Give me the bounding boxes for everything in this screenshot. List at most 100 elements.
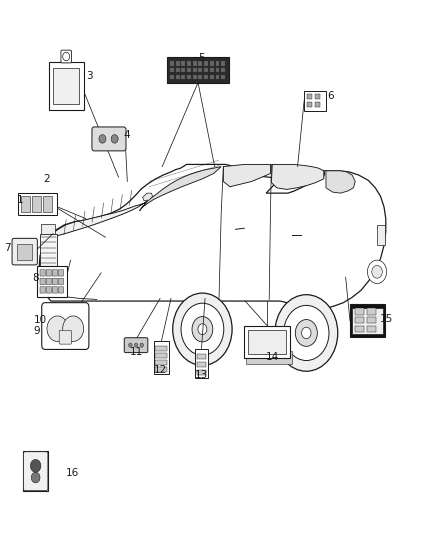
FancyBboxPatch shape (204, 68, 208, 72)
FancyBboxPatch shape (221, 68, 225, 72)
FancyBboxPatch shape (53, 68, 79, 104)
FancyBboxPatch shape (17, 244, 32, 260)
FancyBboxPatch shape (204, 61, 208, 66)
FancyBboxPatch shape (307, 94, 312, 99)
FancyBboxPatch shape (181, 68, 185, 72)
FancyBboxPatch shape (181, 75, 185, 79)
Polygon shape (326, 171, 355, 193)
Circle shape (181, 303, 224, 356)
FancyBboxPatch shape (246, 351, 292, 364)
FancyBboxPatch shape (187, 68, 191, 72)
FancyBboxPatch shape (40, 278, 45, 285)
Polygon shape (51, 200, 148, 237)
Circle shape (275, 295, 338, 371)
Circle shape (192, 317, 213, 342)
Polygon shape (272, 165, 324, 189)
FancyBboxPatch shape (244, 326, 290, 359)
FancyBboxPatch shape (176, 75, 180, 79)
FancyBboxPatch shape (58, 278, 64, 285)
Polygon shape (39, 165, 386, 309)
Text: 16: 16 (65, 468, 78, 478)
FancyBboxPatch shape (52, 287, 57, 293)
FancyBboxPatch shape (46, 278, 51, 285)
Text: 13: 13 (195, 370, 208, 381)
FancyBboxPatch shape (352, 309, 383, 334)
FancyBboxPatch shape (37, 266, 67, 297)
FancyBboxPatch shape (40, 233, 57, 272)
Circle shape (367, 260, 387, 284)
FancyBboxPatch shape (59, 330, 71, 344)
Text: 2: 2 (43, 174, 50, 184)
FancyBboxPatch shape (32, 196, 41, 212)
Text: 12: 12 (153, 365, 167, 375)
FancyBboxPatch shape (193, 75, 197, 79)
FancyBboxPatch shape (167, 57, 229, 83)
FancyBboxPatch shape (21, 196, 29, 212)
FancyBboxPatch shape (215, 75, 219, 79)
FancyBboxPatch shape (49, 62, 84, 110)
Polygon shape (143, 193, 152, 200)
FancyBboxPatch shape (155, 353, 167, 358)
FancyBboxPatch shape (367, 326, 376, 332)
Text: 1: 1 (17, 195, 24, 205)
FancyBboxPatch shape (367, 317, 376, 324)
FancyBboxPatch shape (176, 68, 180, 72)
FancyBboxPatch shape (61, 50, 71, 63)
FancyBboxPatch shape (58, 270, 64, 276)
Circle shape (63, 52, 70, 61)
Text: 7: 7 (4, 243, 11, 253)
FancyBboxPatch shape (42, 303, 89, 350)
FancyBboxPatch shape (198, 75, 202, 79)
Text: 5: 5 (198, 53, 205, 63)
FancyBboxPatch shape (23, 451, 48, 491)
FancyBboxPatch shape (350, 304, 385, 337)
FancyBboxPatch shape (40, 270, 45, 276)
FancyBboxPatch shape (197, 370, 206, 375)
Circle shape (372, 265, 382, 278)
FancyBboxPatch shape (46, 270, 51, 276)
FancyBboxPatch shape (170, 61, 174, 66)
FancyBboxPatch shape (187, 75, 191, 79)
FancyBboxPatch shape (198, 61, 202, 66)
FancyBboxPatch shape (124, 338, 148, 353)
FancyBboxPatch shape (23, 452, 48, 490)
FancyBboxPatch shape (315, 94, 320, 99)
FancyBboxPatch shape (170, 68, 174, 72)
FancyBboxPatch shape (170, 75, 174, 79)
Text: 6: 6 (327, 91, 334, 101)
FancyBboxPatch shape (46, 287, 51, 293)
Polygon shape (223, 165, 271, 187)
Text: 11: 11 (130, 346, 143, 357)
Circle shape (198, 324, 207, 335)
Circle shape (129, 343, 132, 348)
FancyBboxPatch shape (355, 317, 364, 324)
FancyBboxPatch shape (58, 287, 64, 293)
Circle shape (31, 472, 40, 483)
Polygon shape (140, 166, 221, 211)
FancyBboxPatch shape (204, 75, 208, 79)
FancyBboxPatch shape (304, 91, 326, 111)
FancyBboxPatch shape (181, 61, 185, 66)
FancyBboxPatch shape (12, 238, 37, 265)
FancyBboxPatch shape (210, 61, 214, 66)
FancyBboxPatch shape (43, 196, 52, 212)
FancyBboxPatch shape (154, 342, 169, 374)
Circle shape (140, 343, 144, 348)
Text: 4: 4 (124, 130, 131, 140)
FancyBboxPatch shape (52, 270, 57, 276)
Text: 14: 14 (266, 352, 279, 362)
Text: 9: 9 (33, 326, 40, 336)
FancyBboxPatch shape (176, 61, 180, 66)
Circle shape (284, 305, 329, 360)
FancyBboxPatch shape (197, 354, 206, 359)
FancyBboxPatch shape (155, 346, 167, 351)
FancyBboxPatch shape (155, 367, 167, 372)
FancyBboxPatch shape (210, 75, 214, 79)
Circle shape (111, 135, 118, 143)
Circle shape (30, 459, 41, 472)
FancyBboxPatch shape (247, 330, 286, 354)
Text: 3: 3 (86, 71, 92, 81)
Text: 15: 15 (380, 313, 393, 324)
FancyBboxPatch shape (52, 278, 57, 285)
FancyBboxPatch shape (221, 75, 225, 79)
